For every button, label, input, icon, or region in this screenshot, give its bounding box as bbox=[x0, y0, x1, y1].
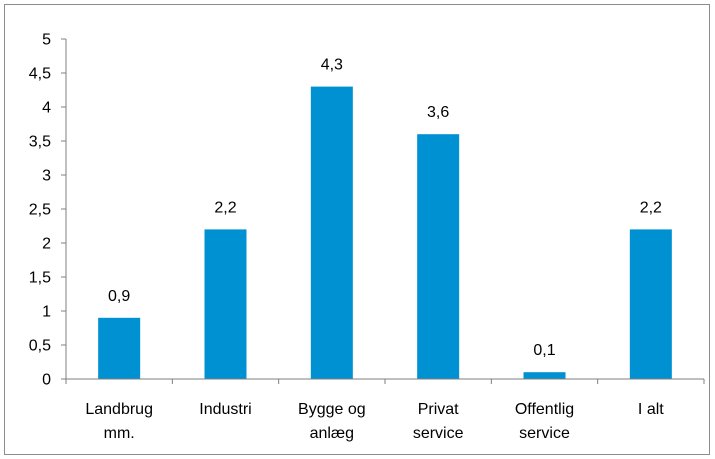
y-tick-label: 1 bbox=[42, 304, 51, 321]
bars bbox=[98, 86, 672, 379]
x-tick-label: Landbrug mm. bbox=[85, 401, 153, 442]
x-tick-label-line: I alt bbox=[638, 401, 664, 418]
data-label: 0,1 bbox=[533, 342, 555, 359]
bar bbox=[204, 229, 247, 379]
y-tick-label: 4 bbox=[42, 100, 51, 117]
bar bbox=[98, 317, 141, 379]
x-tick-label-line: anlæg bbox=[310, 425, 354, 442]
bar bbox=[310, 86, 353, 379]
y-axis: 0 0,5 1 1,5 2 2,5 3 3,5 4 4,5 5 bbox=[29, 32, 67, 389]
y-tick-label: 2 bbox=[42, 236, 51, 253]
x-tick-label: I alt bbox=[638, 401, 664, 418]
y-tick-label: 3,5 bbox=[29, 134, 51, 151]
y-tick-label: 0 bbox=[42, 372, 51, 389]
x-tick-label: Bygge og anlæg bbox=[298, 401, 366, 442]
y-tick-label: 3 bbox=[42, 168, 51, 185]
x-tick-label: Offentlig service bbox=[515, 401, 574, 442]
bar-chart: 0 0,5 1 1,5 2 2,5 3 3,5 4 4,5 5 0,9 2,2 4,3 3,6 0,1 2,2… bbox=[29, 32, 705, 442]
value-labels: 0,9 2,2 4,3 3,6 0,1 2,2 bbox=[108, 57, 662, 360]
x-tick-label-line: service bbox=[519, 425, 570, 442]
x-tick-label-line: Landbrug bbox=[85, 401, 153, 418]
x-tick-label-line: Industri bbox=[199, 401, 251, 418]
data-label: 2,2 bbox=[640, 199, 662, 216]
x-tick-label-line: Privat bbox=[418, 401, 459, 418]
data-label: 3,6 bbox=[427, 104, 449, 121]
y-tick-label: 2,5 bbox=[29, 202, 51, 219]
x-tick-label: Industri bbox=[199, 401, 251, 418]
x-tick-label-line: mm. bbox=[104, 425, 135, 442]
x-tick-label-line: Offentlig bbox=[515, 401, 574, 418]
y-tick-label: 1,5 bbox=[29, 270, 51, 287]
bar bbox=[523, 372, 566, 379]
data-label: 0,9 bbox=[108, 288, 130, 305]
bar bbox=[629, 229, 672, 379]
data-label: 2,2 bbox=[214, 199, 236, 216]
y-tick-label: 4,5 bbox=[29, 66, 51, 83]
chart-frame: 0 0,5 1 1,5 2 2,5 3 3,5 4 4,5 5 0,9 2,2 4,3 3,6 0,1 2,2… bbox=[4, 4, 710, 455]
y-tick-label: 5 bbox=[42, 32, 51, 49]
y-tick-label: 0,5 bbox=[29, 338, 51, 355]
x-tick-label-line: Bygge og bbox=[298, 401, 366, 418]
data-label: 4,3 bbox=[321, 57, 343, 74]
bar bbox=[417, 134, 460, 379]
x-tick-label: Privat service bbox=[413, 401, 464, 442]
x-tick-label-line: service bbox=[413, 425, 464, 442]
x-axis: Landbrug mm. Industri Bygge og anlæg Privat se… bbox=[65, 378, 705, 442]
